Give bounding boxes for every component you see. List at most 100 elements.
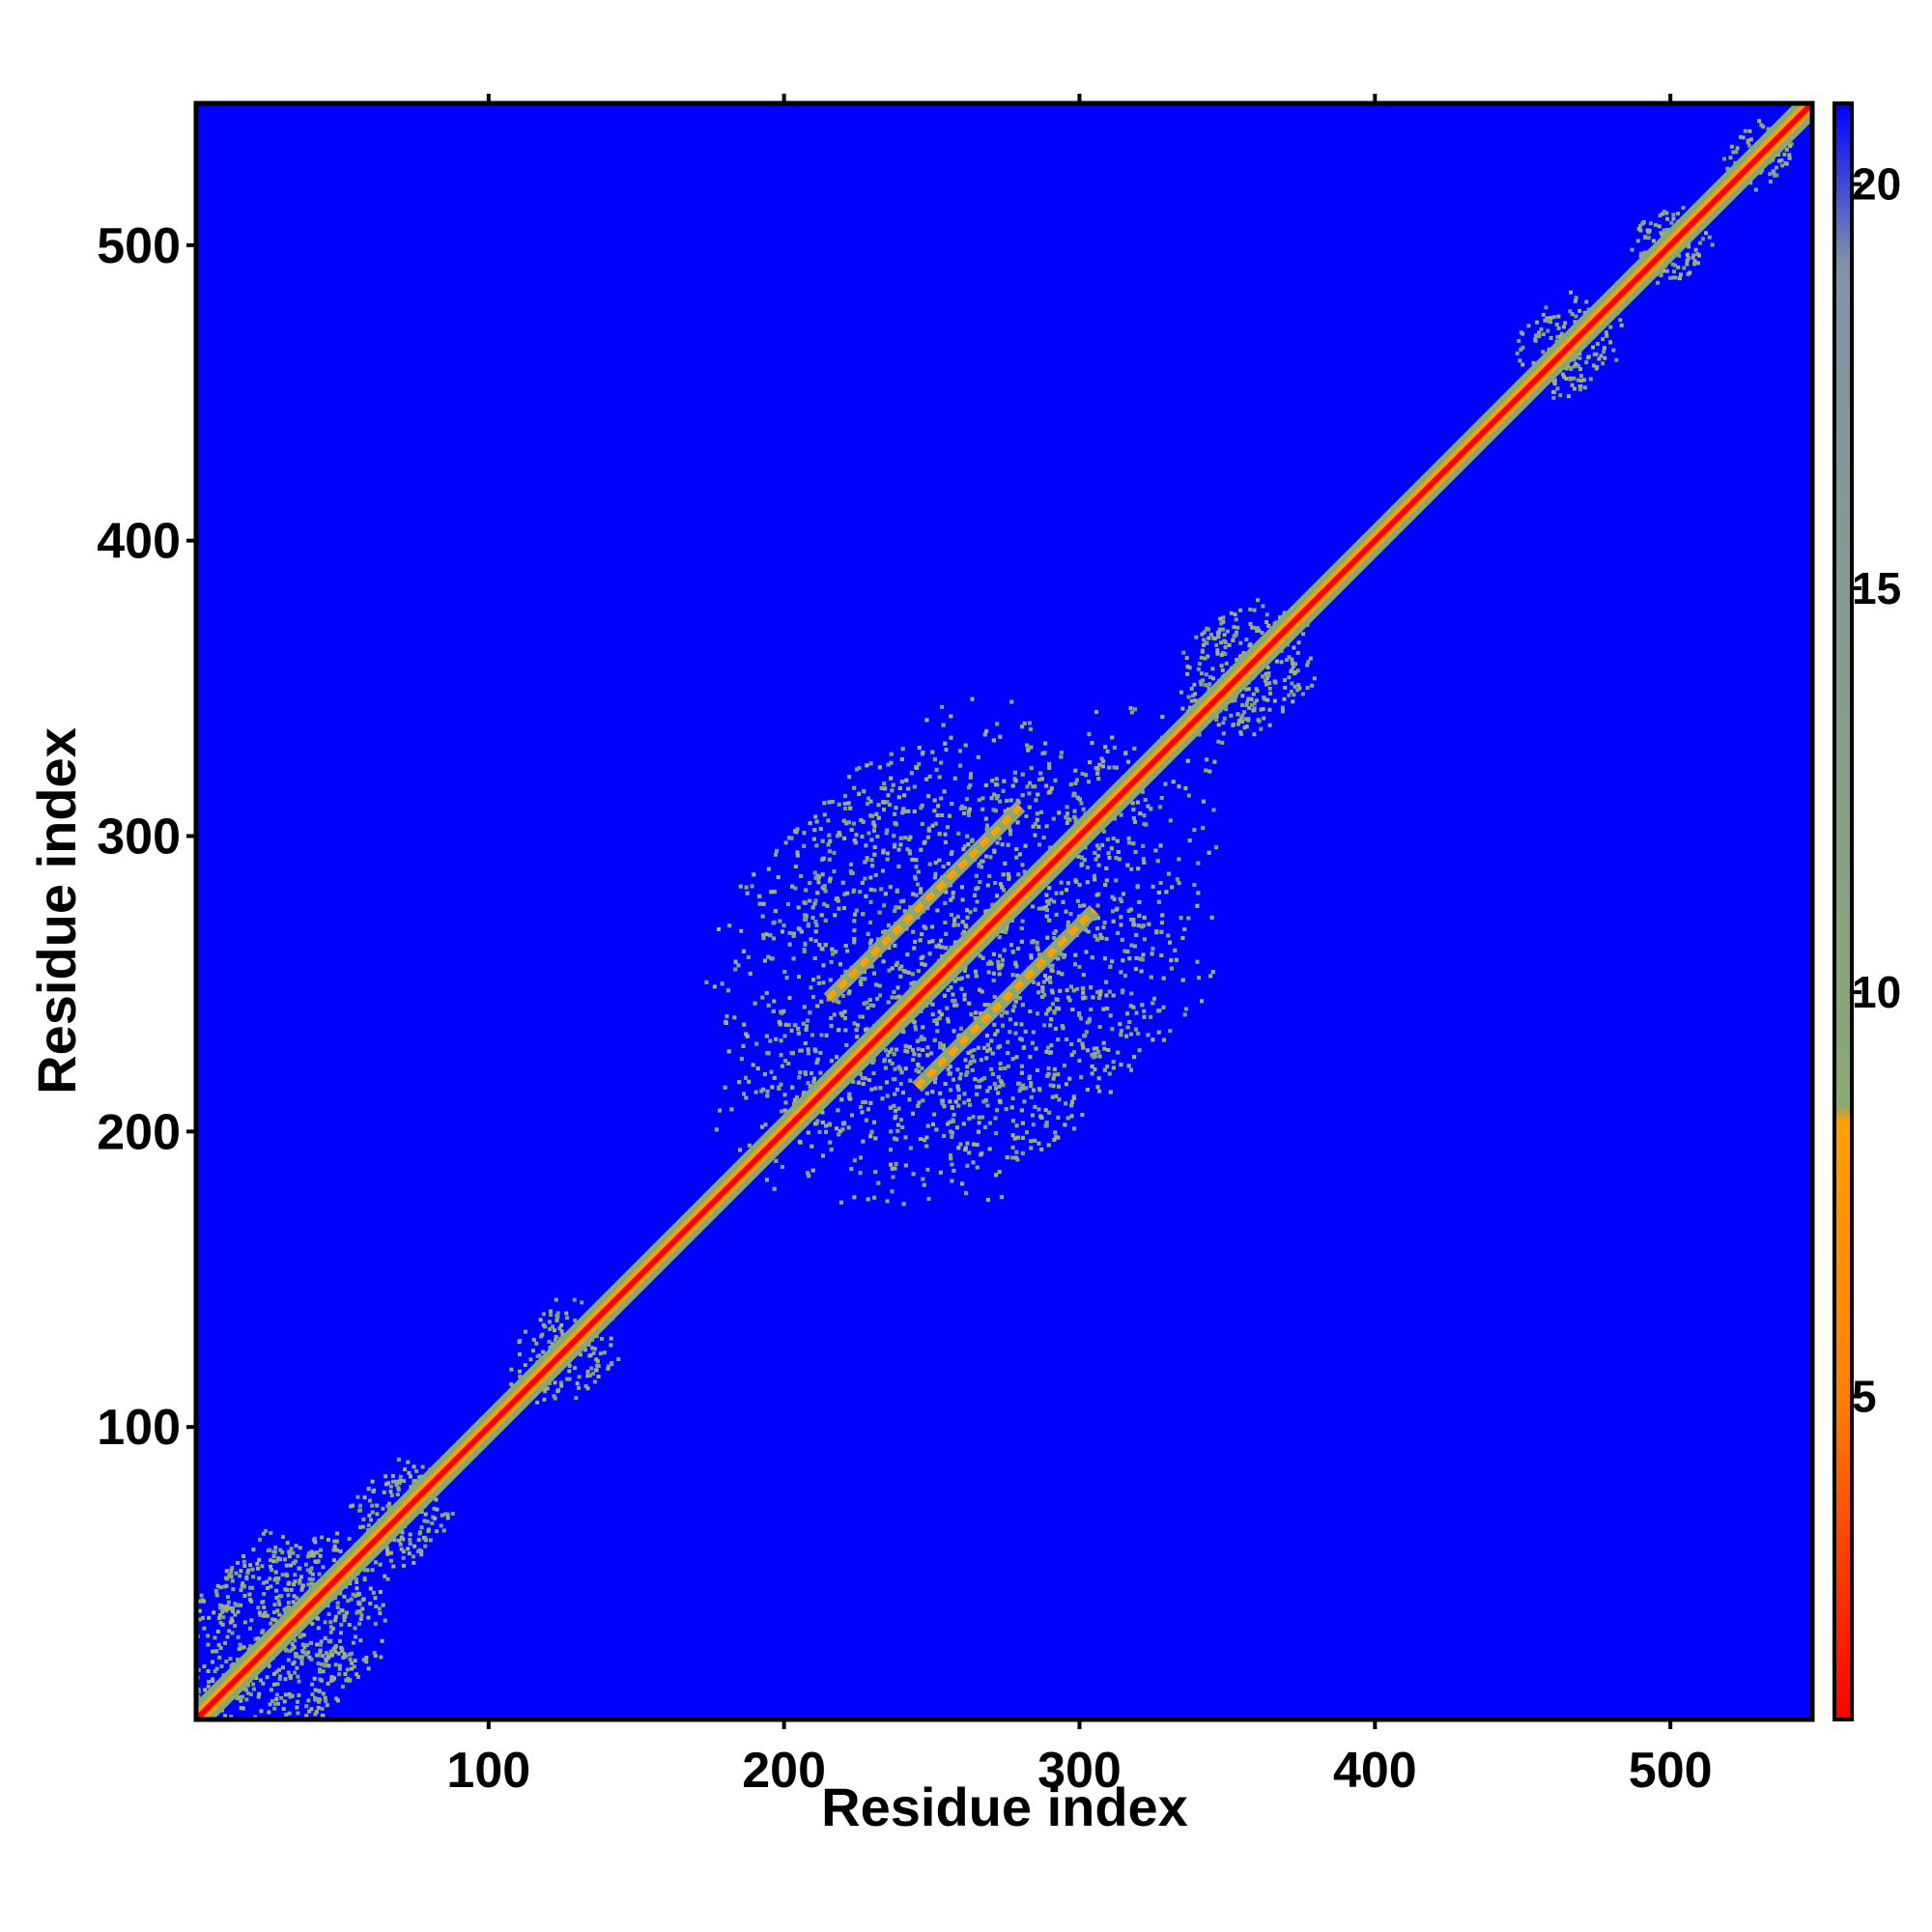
domain-contact-0: [353, 1626, 357, 1631]
domain-contact-3: [1119, 915, 1123, 920]
domain-contact-0: [238, 1574, 242, 1578]
domain-contact-3: [951, 1119, 955, 1123]
domain-contact-3: [782, 1108, 787, 1113]
domain-contact-3: [823, 918, 828, 923]
domain-contact-2: [518, 1369, 522, 1374]
domain-contact-0: [338, 1638, 342, 1643]
domain-contact-3: [956, 1103, 961, 1108]
domain-contact-3: [1085, 1088, 1090, 1092]
domain-contact-0: [366, 1666, 371, 1671]
domain-contact-3: [1020, 1003, 1025, 1008]
domain-contact-3: [1083, 1034, 1088, 1038]
domain-contact-3: [742, 1092, 746, 1096]
domain-contact-3: [1111, 837, 1116, 840]
domain-contact-3: [976, 754, 980, 759]
domain-contact-3: [950, 1179, 954, 1183]
domain-contact-2: [591, 1350, 596, 1355]
domain-contact-3: [1132, 944, 1137, 949]
domain-contact-3: [1177, 881, 1181, 886]
domain-contact-3: [824, 1033, 829, 1037]
domain-contact-0: [300, 1655, 304, 1660]
domain-contact-0: [257, 1557, 262, 1562]
domain-contact-3: [820, 872, 825, 877]
domain-contact-3: [980, 807, 985, 811]
domain-contact-0: [240, 1583, 244, 1588]
domain-contact-1: [387, 1501, 391, 1506]
domain-contact-0: [269, 1564, 273, 1569]
domain-contact-3: [1196, 861, 1201, 866]
domain-contact-0: [354, 1577, 358, 1582]
domain-contact-3: [1004, 930, 1008, 934]
domain-contact-3: [847, 989, 852, 994]
domain-contact-0: [256, 1694, 261, 1699]
domain-contact-3: [1187, 838, 1192, 843]
domain-contact-3: [1028, 721, 1032, 725]
domain-contact-2: [585, 1374, 590, 1378]
domain-contact-0: [215, 1730, 219, 1734]
domain-contact-0: [267, 1663, 271, 1668]
domain-contact-3: [907, 838, 912, 841]
domain-contact-3: [1056, 1037, 1061, 1042]
domain-contact-3: [1007, 876, 1011, 881]
domain-contact-3: [867, 1078, 871, 1082]
domain-contact-3: [949, 714, 953, 719]
domain-contact-0: [244, 1575, 249, 1579]
domain-contact-3: [1099, 935, 1104, 940]
domain-contact-3: [1170, 885, 1175, 890]
domain-contact-3: [1045, 899, 1050, 904]
domain-contact-3: [848, 869, 853, 873]
domain-contact-3: [911, 1111, 915, 1116]
domain-contact-3: [774, 1037, 779, 1041]
domain-contact-3: [1140, 957, 1145, 962]
domain-contact-3: [1061, 1026, 1065, 1031]
domain-contact-3: [1131, 808, 1136, 812]
domain-contact-0: [309, 1641, 314, 1645]
domain-contact-3: [879, 887, 884, 892]
domain-contact-3: [861, 1100, 866, 1105]
domain-contact-3: [826, 842, 831, 847]
domain-contact-3: [791, 934, 796, 938]
domain-contact-3: [975, 1143, 980, 1147]
domain-contact-3: [1036, 792, 1040, 797]
domain-contact-0: [312, 1676, 317, 1681]
domain-contact-0: [288, 1694, 293, 1699]
domain-contact-0: [323, 1663, 327, 1668]
domain-contact-3: [955, 914, 960, 919]
domain-contact-3: [1118, 1022, 1122, 1027]
domain-contact-3: [984, 854, 989, 859]
domain-contact-2: [554, 1338, 557, 1343]
domain-contact-3: [915, 765, 920, 770]
domain-contact-3: [960, 885, 964, 890]
domain-contact-3: [1049, 786, 1054, 791]
domain-contact-3: [1141, 857, 1146, 862]
domain-contact-0: [231, 1609, 235, 1614]
domain-contact-0: [307, 1551, 312, 1556]
domain-contact-1: [420, 1464, 425, 1469]
domain-contact-0: [244, 1697, 249, 1702]
domain-contact-1: [398, 1542, 403, 1547]
domain-contact-3: [867, 998, 872, 1002]
domain-contact-0: [220, 1604, 225, 1608]
domain-contact-0: [284, 1605, 289, 1610]
domain-contact-3: [910, 972, 915, 977]
domain-contact-3: [1010, 783, 1015, 788]
domain-contact-3: [858, 1014, 863, 1019]
domain-contact-3: [958, 749, 962, 753]
domain-contact-3: [1111, 1065, 1116, 1070]
domain-contact-3: [904, 809, 909, 813]
domain-contact-0: [269, 1584, 273, 1589]
domain-contact-0: [228, 1573, 233, 1577]
domain-contact-0: [257, 1610, 262, 1615]
domain-contact-3: [1043, 1108, 1048, 1113]
domain-contact-3: [951, 992, 955, 997]
domain-contact-3: [1079, 863, 1084, 867]
domain-contact-3: [768, 1038, 773, 1043]
domain-contact-3: [1093, 933, 1097, 938]
domain-contact-3: [987, 874, 992, 878]
domain-contact-1: [425, 1520, 430, 1524]
domain-contact-3: [886, 793, 891, 798]
domain-contact-3: [932, 1037, 937, 1042]
domain-contact-3: [793, 886, 798, 891]
domain-contact-3: [890, 995, 895, 1000]
domain-contact-3: [907, 849, 912, 853]
